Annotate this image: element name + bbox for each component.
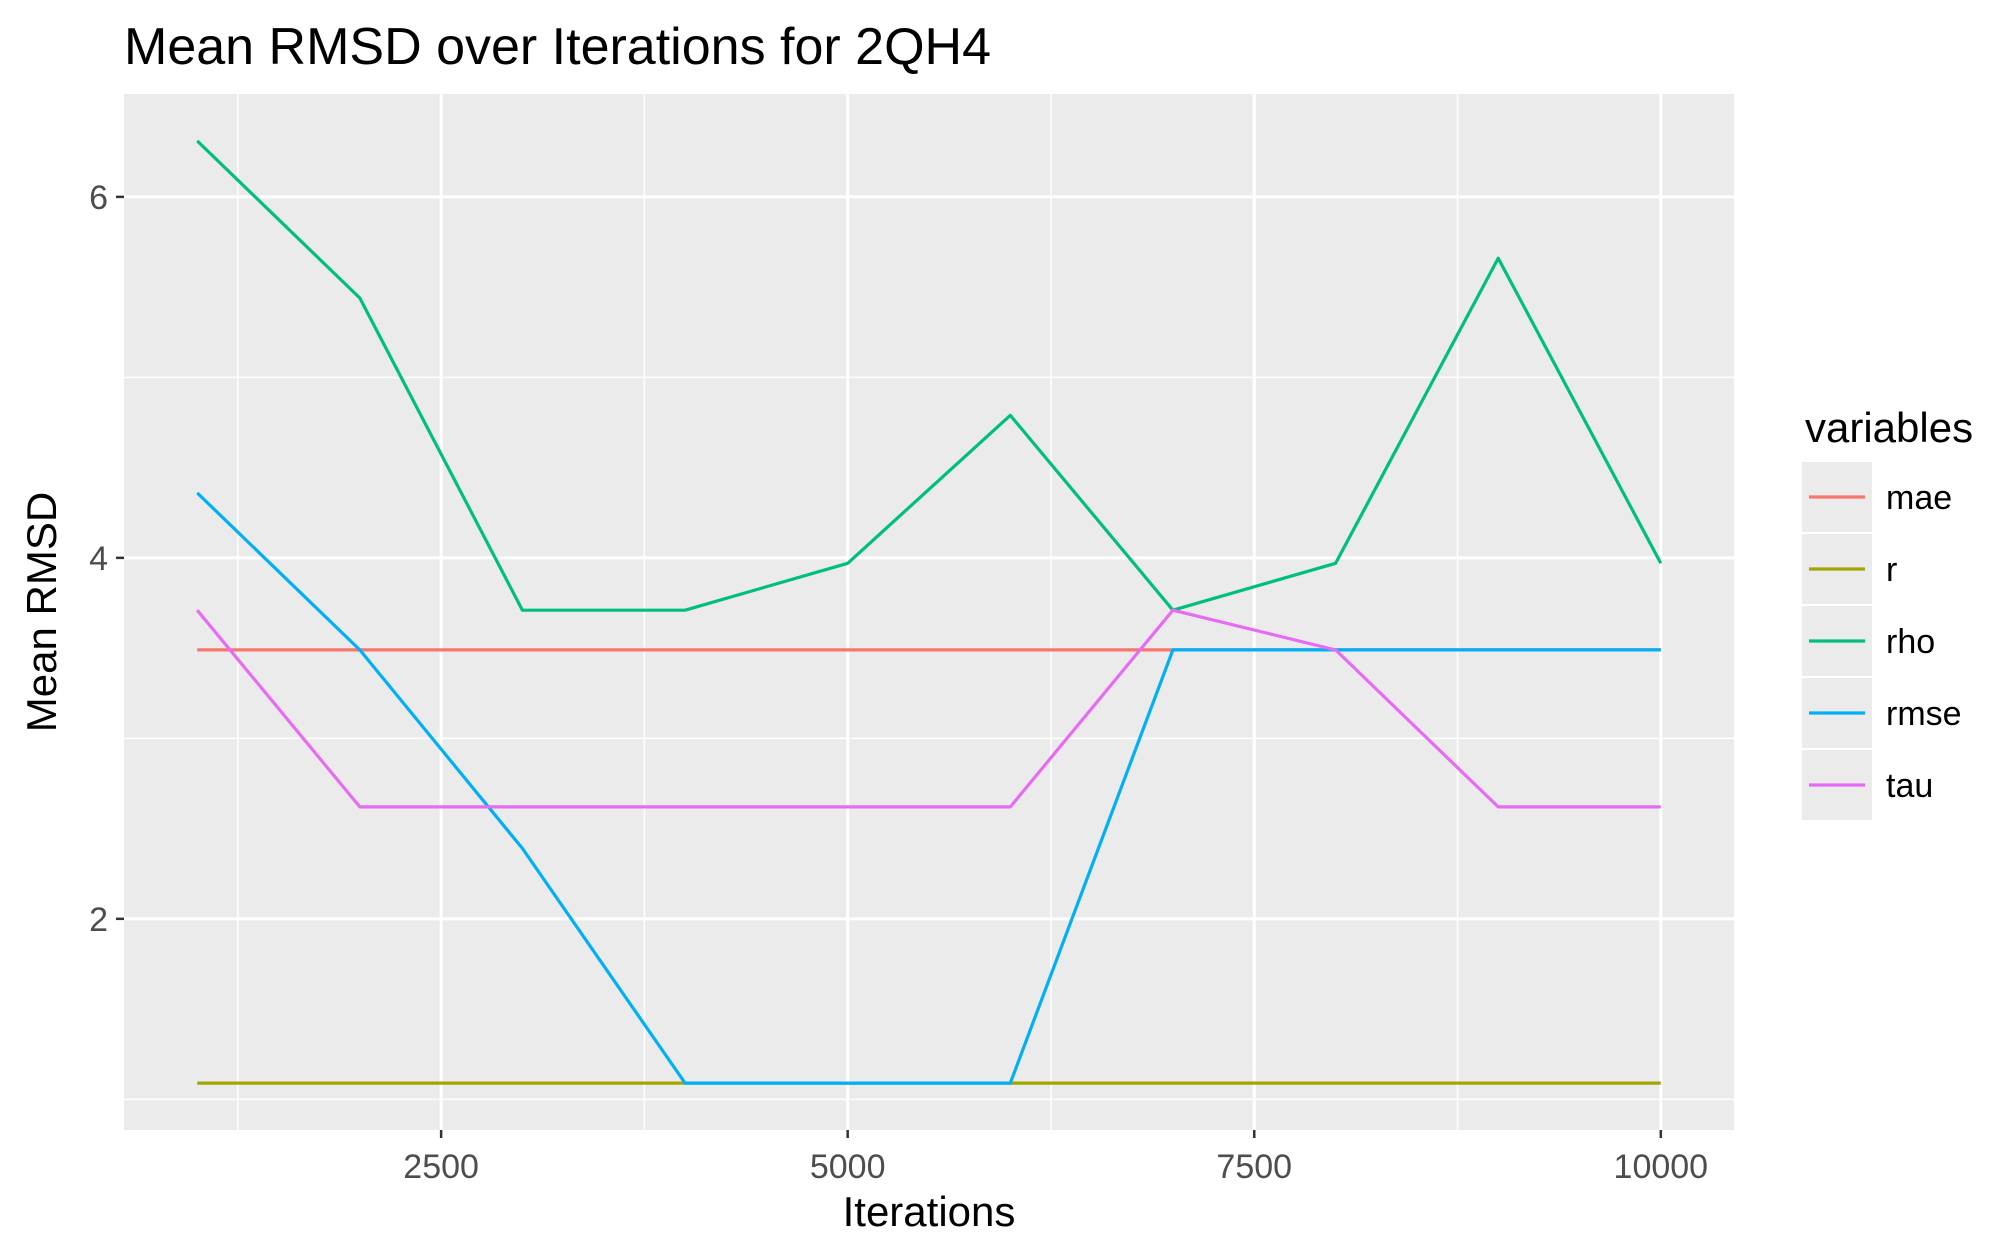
x-tick-label: 2500 (403, 1148, 479, 1186)
legend-label-r: r (1886, 551, 1897, 589)
series-line-rmse (196, 491, 1661, 1085)
legend-title: variables (1805, 404, 1973, 451)
axis-ticks (116, 195, 1663, 1138)
plot-panel (124, 94, 1734, 1130)
legend-label-mae: mae (1886, 479, 1952, 517)
y-tick-label: 2 (89, 901, 108, 939)
y-tick-label: 4 (89, 540, 108, 578)
x-axis-tick-labels: 2500 5000 7500 10000 (403, 1148, 1708, 1186)
legend-label-rho: rho (1886, 623, 1935, 661)
series-line-tau (195, 608, 1661, 809)
legend: variables mae r rho rmse tau (1802, 404, 1973, 820)
x-axis-title: Iterations (843, 1188, 1016, 1235)
series-line-rho (196, 139, 1663, 612)
legend-items: mae r rho rmse tau (1802, 462, 1962, 820)
chart-title: Mean RMSD over Iterations for 2QH4 (124, 18, 991, 76)
y-tick-label: 6 (89, 179, 108, 217)
x-tick-label: 7500 (1216, 1148, 1292, 1186)
minor-gridlines (124, 94, 1734, 1130)
legend-label-rmse: rmse (1886, 695, 1962, 733)
x-tick-label: 5000 (810, 1148, 886, 1186)
y-axis-title: Mean RMSD (18, 492, 65, 732)
y-axis-tick-labels: 2 4 6 (89, 179, 108, 939)
legend-label-tau: tau (1886, 767, 1933, 805)
series-lines (195, 139, 1663, 1085)
major-gridlines (124, 94, 1734, 1130)
x-tick-label: 10000 (1614, 1148, 1709, 1186)
